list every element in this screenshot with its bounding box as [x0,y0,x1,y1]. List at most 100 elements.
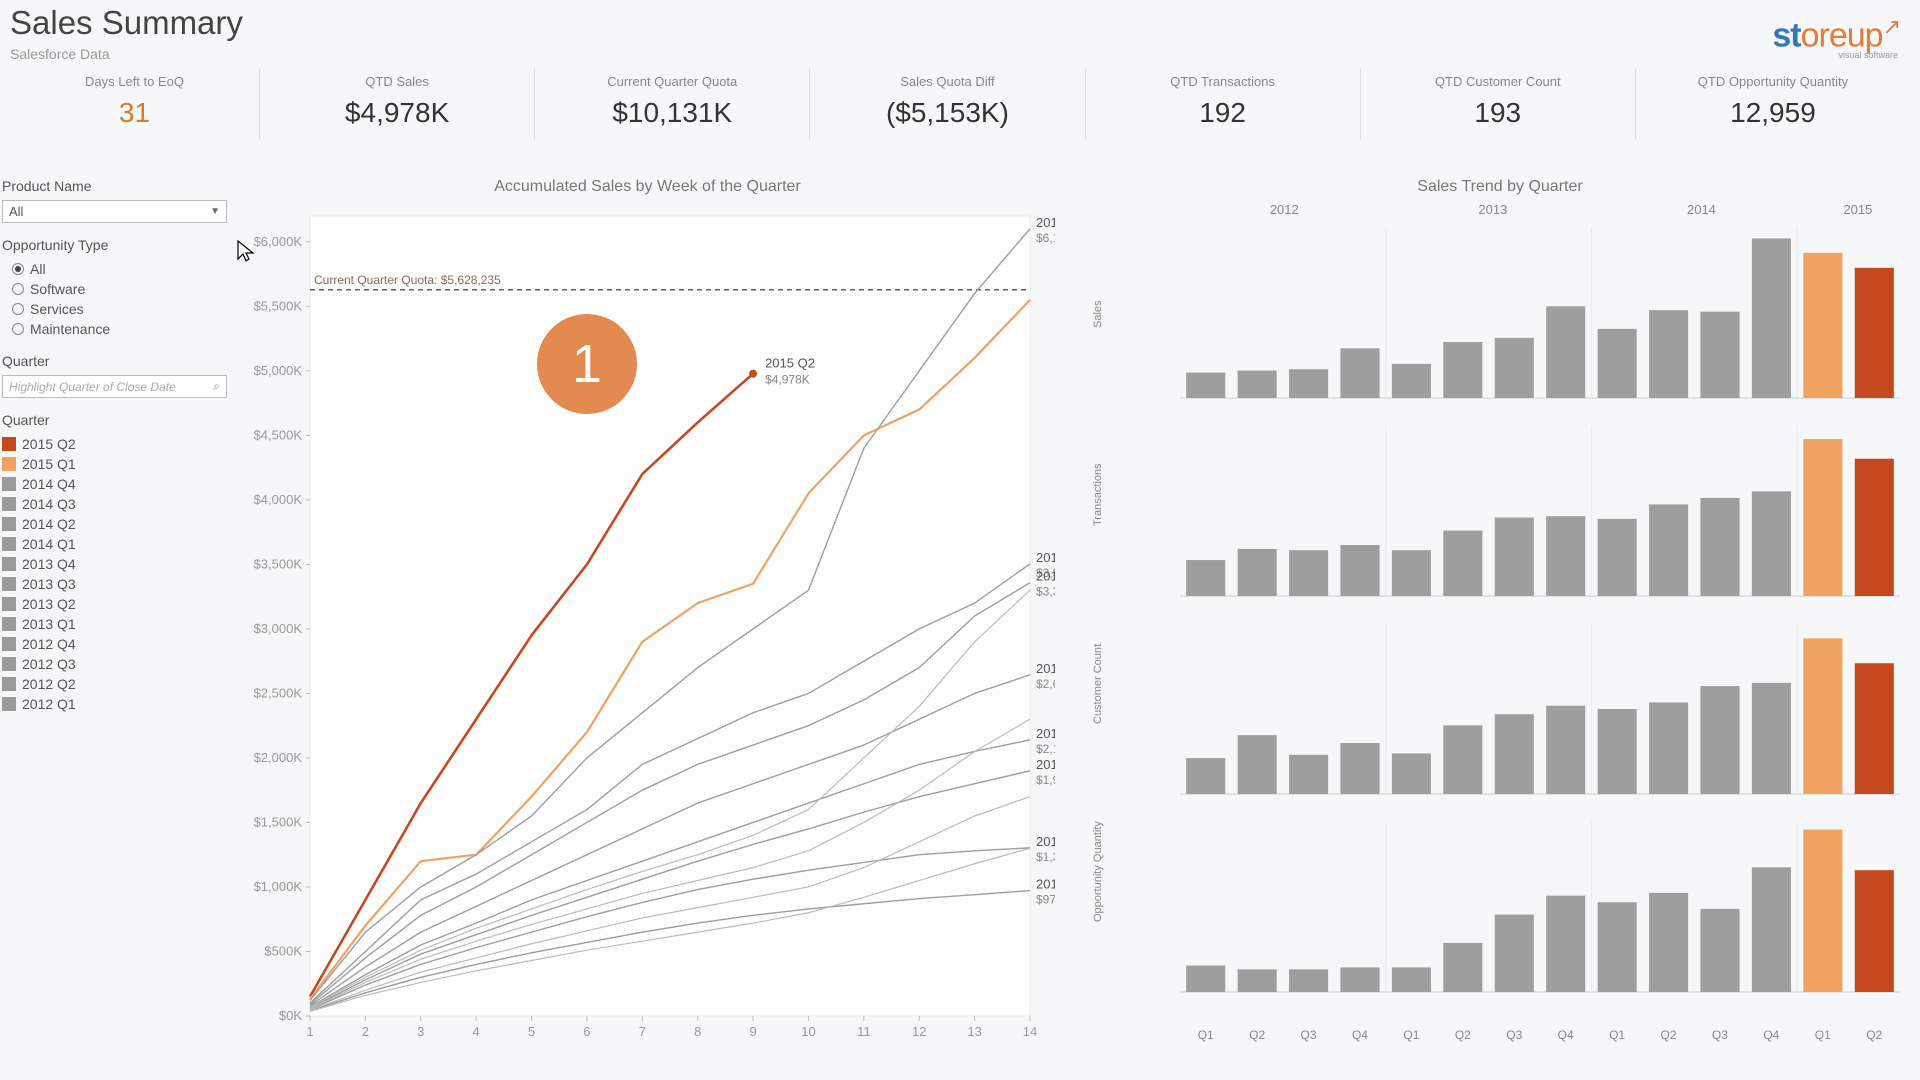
kpi-card: QTD Transactions192 [1086,68,1361,140]
svg-text:$500K: $500K [264,943,302,958]
legend-label: 2012 Q2 [22,676,76,692]
opportunity-type-option[interactable]: All [2,259,227,279]
legend-label: 2013 Q3 [22,576,76,592]
kpi-label: QTD Opportunity Quantity [1640,74,1906,89]
bar-axis-label: Opportunity Quantity [1092,821,1104,922]
bar-x-labels: Q1Q2Q3Q4Q1Q2Q3Q4Q1Q2Q3Q4Q1Q2 [1180,1028,1900,1042]
svg-text:$4,500K: $4,500K [254,427,303,442]
legend-item[interactable]: 2014 Q1 [2,534,227,554]
year-label: 2012 [1180,202,1389,217]
kpi-card: Days Left to EoQ 31 [10,68,260,140]
kpi-label: Current Quarter Quota [539,74,805,89]
year-label: 2013 [1389,202,1598,217]
svg-text:10: 10 [801,1024,815,1039]
product-name-select[interactable]: All ▼ [2,200,227,223]
svg-text:$4,000K: $4,000K [254,492,303,507]
opportunity-type-option[interactable]: Services [2,299,227,319]
opportunity-type-label: Opportunity Type [2,237,227,253]
legend-item[interactable]: 2012 Q1 [2,694,227,714]
kpi-card: QTD Customer Count193 [1361,68,1636,140]
svg-text:$3,500K: $3,500K [254,556,303,571]
line-chart-canvas[interactable]: $0K$500K$1,000K$1,500K$2,000K$2,500K$3,0… [240,208,1055,1063]
quarter-search-input[interactable]: Highlight Quarter of Close Date ⌕ [2,375,227,398]
svg-text:14: 14 [1023,1024,1037,1039]
legend-item[interactable]: 2012 Q3 [2,654,227,674]
legend-swatch [2,677,16,691]
kpi-value: 192 [1090,97,1356,129]
legend-swatch [2,637,16,651]
radio-label: All [30,261,46,277]
legend-swatch [2,437,16,451]
bar-chart-canvas[interactable]: 05K10K15K [1180,822,1910,1022]
bar-chart-canvas[interactable]: 0100200 [1180,426,1910,626]
svg-text:$3,000K: $3,000K [254,621,303,636]
legend-label: 2014 Q2 [22,516,76,532]
legend-item[interactable]: 2013 Q3 [2,574,227,594]
bar-chart-canvas[interactable]: $0K$2,000K$4,000K$6,000K [1180,228,1910,428]
legend-item[interactable]: 2014 Q4 [2,474,227,494]
svg-text:3: 3 [417,1024,424,1039]
legend-swatch [2,457,16,471]
legend-label: 2015 Q2 [22,436,76,452]
svg-text:$2,644K: $2,644K [1036,677,1055,691]
opportunity-type-option[interactable]: Maintenance [2,319,227,339]
legend-item[interactable]: 2013 Q2 [2,594,227,614]
page-title: Sales Summary [10,4,1910,42]
svg-text:1: 1 [306,1024,313,1039]
legend-item[interactable]: 2013 Q4 [2,554,227,574]
svg-text:11: 11 [857,1024,871,1039]
legend-label: 2013 Q2 [22,596,76,612]
year-label: 2014 [1597,202,1806,217]
kpi-value: 31 [14,97,255,129]
opportunity-type-option[interactable]: Software [2,279,227,299]
svg-text:6: 6 [583,1024,590,1039]
svg-text:$5,000K: $5,000K [254,363,303,378]
page-subtitle: Salesforce Data [10,46,1910,62]
year-label: 2015 [1806,202,1910,217]
svg-text:2015 Q2: 2015 Q2 [765,356,815,371]
svg-text:2013 Q1: 2013 Q1 [1036,834,1055,849]
radio-icon [12,303,24,315]
kpi-card: Current Quarter Quota $10,131K [535,68,810,140]
radio-label: Services [30,301,84,317]
svg-text:5: 5 [528,1024,535,1039]
bar-axis-label: Customer Count [1092,644,1104,724]
radio-icon [12,283,24,295]
legend-item[interactable]: 2012 Q2 [2,674,227,694]
legend-item[interactable]: 2015 Q2 [2,434,227,454]
kpi-label: Days Left to EoQ [14,74,255,89]
svg-text:$2,140K: $2,140K [1036,742,1055,756]
radio-label: Software [30,281,85,297]
kpi-value: $4,978K [264,97,530,129]
bar-chart-canvas[interactable]: 0100200 [1180,624,1910,824]
legend-item[interactable]: 2015 Q1 [2,454,227,474]
legend-item[interactable]: 2014 Q3 [2,494,227,514]
legend-label: 2014 Q4 [22,476,76,492]
kpi-card: Sales Quota Diff($5,153K) [810,68,1085,140]
legend-label: 2012 Q4 [22,636,76,652]
legend-swatch [2,497,16,511]
sales-trend-panel: Sales Trend by Quarter 2012201320142015 … [1090,178,1910,1068]
svg-text:$5,500K: $5,500K [254,298,303,313]
legend-label: 2014 Q3 [22,496,76,512]
legend-item[interactable]: 2013 Q1 [2,614,227,634]
svg-text:13: 13 [967,1024,981,1039]
svg-text:9: 9 [749,1024,756,1039]
kpi-value: $10,131K [539,97,805,129]
quarter-legend-label: Quarter [2,412,227,428]
bar-year-row: 2012201320142015 [1180,202,1910,217]
legend-item[interactable]: 2014 Q2 [2,514,227,534]
kpi-label: QTD Customer Count [1365,74,1631,89]
legend-swatch [2,477,16,491]
opportunity-type-radios: All Software Services Maintenance [2,259,227,339]
legend-item[interactable]: 2012 Q4 [2,634,227,654]
accumulated-sales-chart: Accumulated Sales by Week of the Quarter… [240,178,1055,1068]
legend-swatch [2,597,16,611]
kpi-card: QTD Sales$4,978K [260,68,535,140]
legend-label: 2014 Q1 [22,536,76,552]
svg-text:2014 Q1: 2014 Q1 [1036,661,1055,676]
kpi-value: ($5,153K) [814,97,1080,129]
svg-text:Current Quarter Quota: $5,628,: Current Quarter Quota: $5,628,235 [314,273,501,287]
legend-label: 2013 Q1 [22,616,76,632]
kpi-row: Days Left to EoQ31QTD Sales$4,978KCurren… [10,68,1910,140]
